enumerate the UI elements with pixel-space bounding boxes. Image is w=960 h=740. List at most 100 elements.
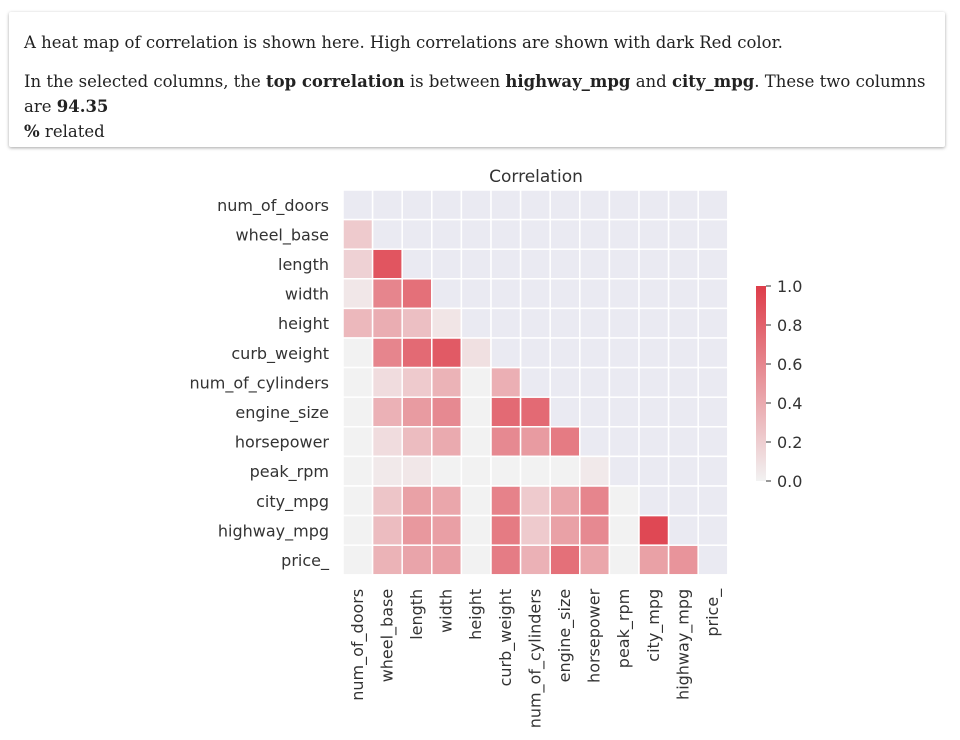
- heatmap-cell: [490, 426, 522, 458]
- heatmap-cell: [579, 455, 611, 487]
- heatmap-cell: [490, 218, 522, 250]
- heatmap-cell: [431, 396, 463, 428]
- x-tick-label: peak_rpm: [614, 589, 634, 668]
- heatmap-cell: [608, 426, 640, 458]
- heatmap-cell: [608, 218, 640, 250]
- heatmap-cell: [490, 278, 522, 310]
- colorbar-tick-label: 0.8: [777, 316, 802, 335]
- heatmap-cell: [371, 426, 403, 458]
- summary-and: and: [630, 72, 672, 91]
- heatmap-cell: [549, 278, 581, 310]
- column-a: highway_mpg: [505, 72, 631, 91]
- heatmap-cell: [608, 248, 640, 280]
- heatmap-cell: [371, 366, 403, 398]
- summary-card: A heat map of correlation is shown here.…: [9, 12, 945, 147]
- heatmap-cell: [579, 248, 611, 280]
- y-tick-label: wheel_base: [236, 225, 330, 245]
- percent-sign: %: [24, 122, 40, 141]
- y-tick-label: highway_mpg: [218, 521, 329, 541]
- heatmap-cell: [697, 337, 729, 369]
- heatmap-cell: [667, 514, 699, 546]
- heatmap-cell: [549, 218, 581, 250]
- colorbar-tick-label: 0.4: [777, 394, 802, 413]
- heatmap-cell: [608, 189, 640, 221]
- heatmap-cell: [579, 278, 611, 310]
- heatmap-cell: [431, 426, 463, 458]
- heatmap-cell: [549, 544, 581, 576]
- colorbar-tick-label: 0.6: [777, 355, 802, 374]
- heatmap-cell: [342, 426, 374, 458]
- heatmap-cell: [667, 544, 699, 576]
- heatmap-cell: [371, 189, 403, 221]
- heatmap-cell: [697, 485, 729, 517]
- heatmap-cell: [401, 189, 433, 221]
- x-tick-label: width: [437, 589, 456, 633]
- heatmap-cell: [608, 278, 640, 310]
- heatmap-cell: [342, 307, 374, 339]
- heatmap-cell: [519, 189, 551, 221]
- column-b: city_mpg: [671, 72, 755, 91]
- heatmap-cell: [519, 248, 551, 280]
- heatmap-cell: [638, 337, 670, 369]
- colorbar-tick-label: 0.2: [777, 433, 802, 452]
- heatmap-cell: [519, 426, 551, 458]
- heatmap-cell: [638, 485, 670, 517]
- heatmap-cell: [697, 366, 729, 398]
- heatmap-cell: [431, 218, 463, 250]
- heatmap-cell: [638, 544, 670, 576]
- heatmap-cell: [519, 307, 551, 339]
- heatmap-cell: [697, 455, 729, 487]
- y-tick-label: peak_rpm: [250, 462, 329, 482]
- heatmap-cell: [638, 307, 670, 339]
- heatmap-cell: [697, 307, 729, 339]
- heatmap-cell: [667, 337, 699, 369]
- heatmap-cell: [431, 485, 463, 517]
- heatmap-cell: [697, 544, 729, 576]
- heatmap-cell: [667, 307, 699, 339]
- heatmap-cell: [371, 455, 403, 487]
- x-tick-label: city_mpg: [644, 589, 664, 662]
- heatmap-cell: [549, 307, 581, 339]
- heatmap-cell: [342, 189, 374, 221]
- heatmap-cell: [608, 455, 640, 487]
- heatmap-cell: [401, 248, 433, 280]
- x-tick-label: price_: [703, 588, 723, 637]
- heatmap-cell: [579, 396, 611, 428]
- x-tick-label: engine_size: [555, 589, 575, 683]
- heatmap-cell: [667, 189, 699, 221]
- heatmap-cell: [490, 455, 522, 487]
- heatmap-cell: [638, 426, 670, 458]
- heatmap-cell: [697, 218, 729, 250]
- heatmap-cell: [490, 366, 522, 398]
- heatmap-cell: [579, 218, 611, 250]
- y-tick-label: curb_weight: [231, 344, 329, 364]
- heatmap-cell: [342, 485, 374, 517]
- colorbar: [756, 286, 766, 481]
- heatmap-cell: [608, 307, 640, 339]
- heatmap-cell: [460, 218, 492, 250]
- heatmap-cell: [667, 366, 699, 398]
- heatmap-cell: [667, 426, 699, 458]
- heatmap-cell: [431, 544, 463, 576]
- heatmap-cells: [342, 189, 729, 576]
- heatmap-cell: [667, 248, 699, 280]
- heatmap-cell: [519, 337, 551, 369]
- heatmap-cell: [371, 544, 403, 576]
- x-tick-label: height: [466, 589, 485, 640]
- heatmap-cell: [579, 514, 611, 546]
- x-tick-label: horsepower: [585, 588, 604, 683]
- heatmap-cell: [667, 278, 699, 310]
- heatmap-cell: [608, 544, 640, 576]
- summary-related-suffix: related: [39, 122, 105, 141]
- heatmap-cell: [638, 278, 670, 310]
- heatmap-cell: [579, 366, 611, 398]
- chart-title: Correlation: [489, 167, 583, 187]
- heatmap-cell: [579, 544, 611, 576]
- heatmap-cell: [342, 544, 374, 576]
- heatmap-cell: [519, 218, 551, 250]
- heatmap-cell: [460, 455, 492, 487]
- heatmap-cell: [401, 218, 433, 250]
- heatmap-cell: [697, 396, 729, 428]
- heatmap-cell: [519, 278, 551, 310]
